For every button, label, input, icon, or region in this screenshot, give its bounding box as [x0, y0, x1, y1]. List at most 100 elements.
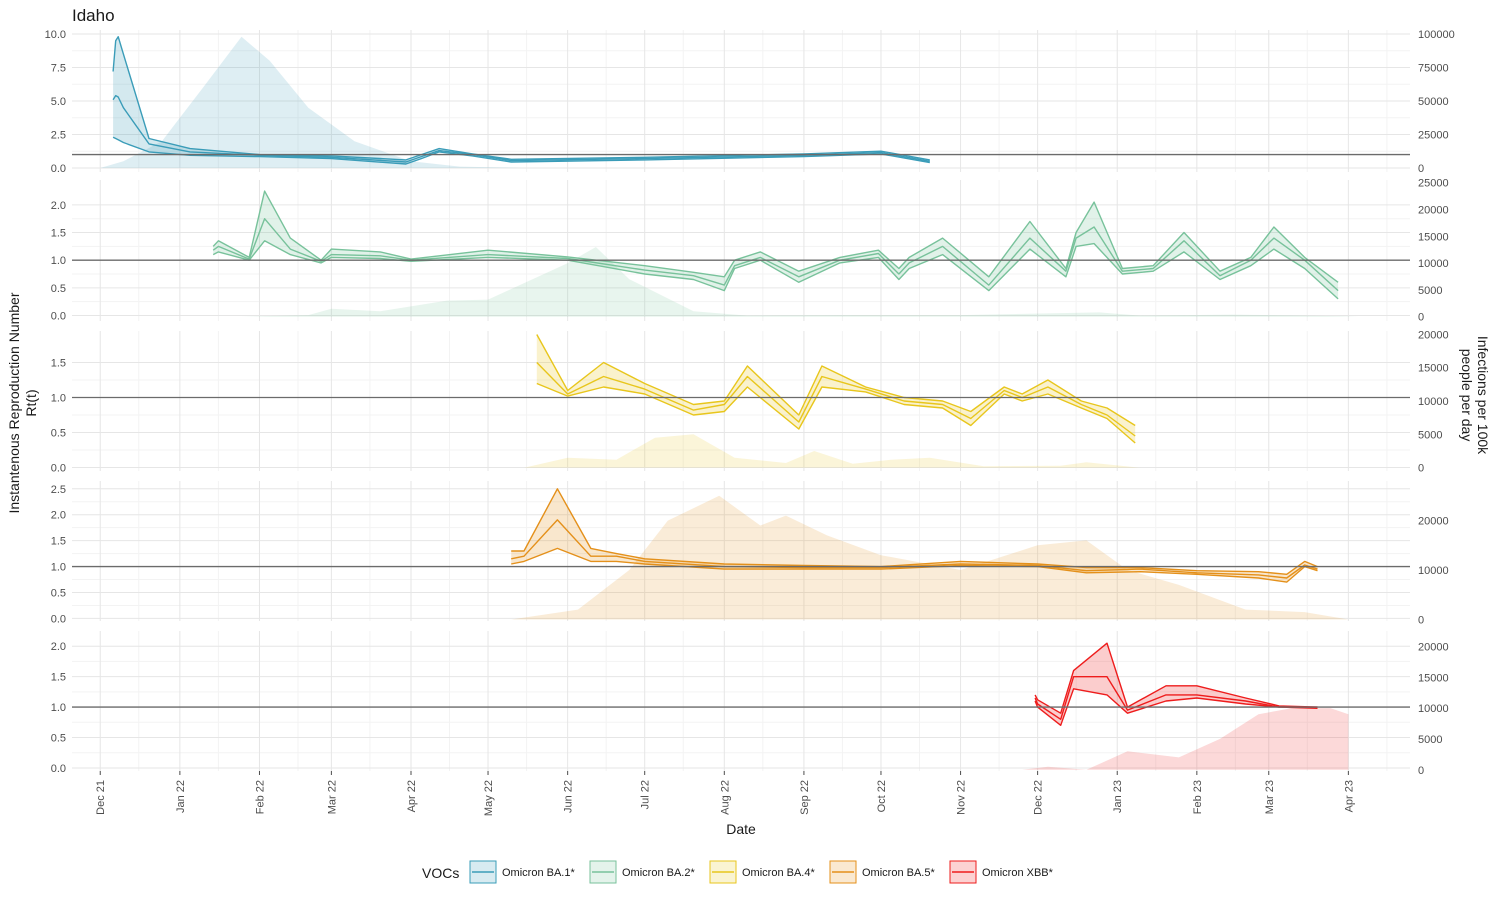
rt-tick-label: 0.0 — [51, 463, 66, 475]
legend: VOCs Omicron BA.1* Omicron BA.2* Omicron B… — [422, 860, 1054, 884]
rt-line-hi-omicron-ba-2 — [212, 190, 1339, 283]
x-tick-label: Apr 23 — [1343, 780, 1355, 812]
infection-tick-label: 5000 — [1418, 734, 1442, 746]
infection-tick-label: 10000 — [1418, 258, 1449, 270]
x-tick-label: Apr 22 — [406, 780, 418, 812]
rt-tick-label: 0.0 — [51, 163, 66, 175]
rt-tick-label: 1.0 — [51, 562, 66, 574]
rt-line-mid-omicron-xbb — [1034, 676, 1318, 720]
x-tick-label: Jan 22 — [175, 780, 187, 813]
legend-item-omicron-ba-2: Omicron BA.2* — [589, 860, 695, 884]
rt-tick-label: 0.5 — [51, 283, 66, 295]
rt-tick-label: 0.5 — [51, 428, 66, 440]
x-tick-label: Dec 21 — [95, 780, 107, 815]
x-tick-label: Jun 22 — [563, 780, 575, 813]
infection-tick-label: 0 — [1418, 615, 1424, 627]
rt-tick-label: 0.5 — [51, 733, 66, 745]
rt-tick-label: 2.5 — [51, 484, 66, 496]
x-tick-label: Dec 22 — [1033, 780, 1045, 815]
y-axis-left-title-line2: Rt(t) — [23, 389, 39, 416]
infection-tick-label: 75000 — [1418, 63, 1449, 75]
infection-tick-label: 20000 — [1418, 329, 1449, 341]
rt-tick-label: 2.0 — [51, 200, 66, 212]
x-tick-label: Nov 22 — [956, 780, 968, 815]
infection-tick-label: 50000 — [1418, 96, 1449, 108]
infection-tick-label: 15000 — [1418, 363, 1449, 375]
x-tick-label: Oct 22 — [876, 780, 888, 812]
infection-tick-label: 0 — [1418, 463, 1424, 475]
infection-tick-label: 20000 — [1418, 641, 1449, 653]
rt-tick-label: 0.0 — [51, 763, 66, 775]
infection-area-omicron-ba-2 — [241, 247, 1359, 317]
infection-tick-label: 25000 — [1418, 129, 1449, 141]
x-tick-label: Feb 23 — [1192, 780, 1204, 814]
panel-omicron-xbb: 0.0 0.5 1.0 1.5 2.0 0 5000 10000 15000 20000 — [51, 631, 1449, 777]
legend-label-omicron-ba-5: Omicron BA.5* — [862, 867, 935, 879]
legend-item-omicron-ba-5: Omicron BA.5* — [829, 860, 935, 884]
x-tick-label: Mar 23 — [1264, 780, 1276, 814]
rt-tick-label: 0.0 — [51, 310, 66, 322]
rt-tick-label: 5.0 — [51, 96, 66, 108]
panel-omicron-ba-5: 0.0 0.5 1.0 1.5 2.0 2.5 0 10000 20000 — [51, 481, 1449, 627]
infection-tick-label: 15000 — [1418, 231, 1449, 243]
panel-omicron-ba-1: 0.0 2.5 5.0 7.5 10.0 0 25000 50000 75000 100000 — [45, 29, 1455, 175]
rt-tick-label: 2.5 — [51, 129, 66, 141]
rt-tick-label: 1.5 — [51, 536, 66, 548]
x-tick-label: Feb 22 — [254, 780, 266, 814]
x-tick-label: Mar 22 — [326, 780, 338, 814]
rt-tick-label: 1.0 — [51, 702, 66, 714]
rt-tick-label: 2.0 — [51, 641, 66, 653]
rt-tick-label: 10.0 — [45, 29, 66, 41]
rt-tick-label: 0.5 — [51, 587, 66, 599]
infection-tick-label: 0 — [1418, 163, 1424, 175]
infection-tick-label: 5000 — [1418, 429, 1442, 441]
x-tick-label: Jul 22 — [640, 780, 652, 809]
infection-tick-label: 20000 — [1418, 204, 1449, 216]
infection-tick-label: 15000 — [1418, 672, 1449, 684]
rt-tick-label: 1.0 — [51, 393, 66, 405]
rt-tick-label: 2.0 — [51, 510, 66, 522]
legend-label-omicron-ba-2: Omicron BA.2* — [622, 867, 695, 879]
infection-tick-label: 10000 — [1418, 396, 1449, 408]
panel-omicron-ba-2: 0.0 0.5 1.0 1.5 2.0 0 5000 10000 15000 20000 25000 — [51, 178, 1449, 324]
infection-area-omicron-ba-4 — [523, 434, 1141, 468]
rt-line-lo-omicron-ba-5 — [511, 547, 1318, 583]
rt-tick-label: 1.5 — [51, 358, 66, 370]
legend-label-omicron-ba-1: Omicron BA.1* — [502, 867, 575, 879]
infection-tick-label: 0 — [1418, 765, 1424, 777]
panel-omicron-ba-4: 0.0 0.5 1.0 1.5 0 5000 10000 15000 20000 — [51, 329, 1449, 474]
rt-tick-label: 1.0 — [51, 255, 66, 267]
infection-tick-label: 0 — [1418, 312, 1424, 324]
x-axis: Dec 21 Jan 22 Feb 22 Mar 22 Apr 22 May 22 Jun … — [95, 771, 1355, 816]
x-tick-label: Aug 22 — [719, 780, 731, 815]
legend-title: VOCs — [422, 865, 459, 881]
rt-line-hi-omicron-ba-5 — [511, 488, 1318, 575]
infection-tick-label: 100000 — [1418, 29, 1455, 41]
x-tick-label: May 22 — [483, 780, 495, 816]
rt-tick-label: 1.5 — [51, 228, 66, 240]
rt-line-mid-omicron-ba-5 — [511, 519, 1318, 579]
infection-tick-label: 10000 — [1418, 703, 1449, 715]
rt-tick-label: 7.5 — [51, 63, 66, 75]
rt-tick-label: 1.5 — [51, 672, 66, 684]
rt-line-mid-omicron-ba-1 — [112, 94, 930, 163]
legend-item-omicron-ba-4: Omicron BA.4* — [709, 860, 815, 884]
rt-band-omicron-xbb — [1035, 643, 1318, 726]
legend-item-omicron-ba-1: Omicron BA.1* — [469, 860, 575, 884]
rt-band-omicron-ba-5 — [511, 488, 1318, 583]
rt-line-lo-omicron-ba-4 — [536, 382, 1136, 444]
rt-line-hi-omicron-ba-1 — [112, 36, 930, 161]
infection-tick-label: 10000 — [1418, 565, 1449, 577]
rt-line-lo-omicron-ba-1 — [112, 136, 930, 165]
x-tick-label: Sep 22 — [799, 780, 811, 815]
rt-line-mid-omicron-ba-4 — [536, 362, 1136, 437]
infection-tick-label: 20000 — [1418, 516, 1449, 528]
rt-line-lo-omicron-ba-2 — [212, 240, 1339, 300]
rt-band-omicron-ba-1 — [113, 36, 930, 165]
infection-area-omicron-xbb — [1022, 708, 1349, 770]
legend-label-omicron-xbb: Omicron XBB* — [982, 867, 1054, 879]
infection-tick-label: 25000 — [1418, 178, 1449, 190]
chart-title: Idaho — [72, 6, 115, 25]
x-axis-title: Date — [726, 821, 756, 837]
